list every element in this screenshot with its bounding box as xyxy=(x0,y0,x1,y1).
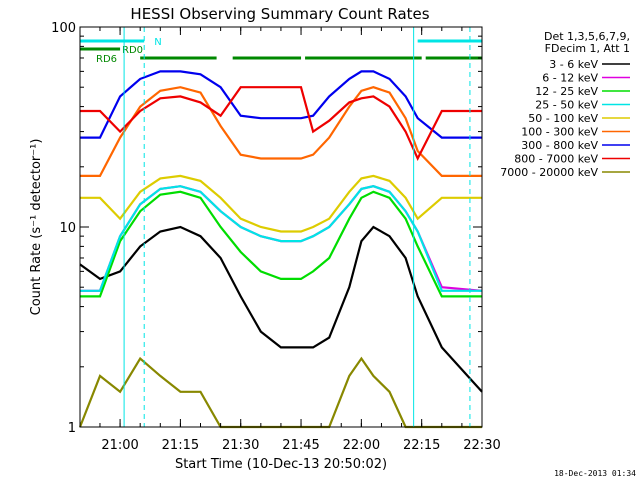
x-tick-label-1: 21:15 xyxy=(162,438,199,453)
x-tick-label-3: 21:45 xyxy=(282,438,319,453)
x-tick-label-5: 22:15 xyxy=(403,438,440,453)
flag-label-rd6: RD6 xyxy=(96,54,117,65)
x-axis-label: Start Time (10-Dec-13 20:50:02) xyxy=(175,457,387,472)
series-line-6 xyxy=(80,70,482,139)
series-line-4 xyxy=(80,174,482,233)
x-tick-label-6: 22:30 xyxy=(463,438,500,453)
legend-label-3: 25 - 50 keV xyxy=(535,99,598,112)
legend-label-2: 12 - 25 keV xyxy=(535,85,598,98)
y-axis-label: Count Rate (s⁻¹ detector⁻¹) xyxy=(29,139,44,316)
legend-label-0: 3 - 6 keV xyxy=(549,58,598,71)
legend-label-6: 300 - 800 keV xyxy=(521,139,598,152)
x-tick-label-0: 21:00 xyxy=(101,438,138,453)
series-line-2 xyxy=(80,190,482,298)
generation-timestamp: 18-Dec-2013 01:34 xyxy=(554,469,636,478)
y-tick-label-2: 100 xyxy=(51,21,76,36)
series-line-5 xyxy=(80,86,482,177)
legend-label-1: 6 - 12 keV xyxy=(542,72,598,85)
series-line-7 xyxy=(80,86,482,162)
series-line-0 xyxy=(79,225,483,393)
chart-title: HESSI Observing Summary Count Rates xyxy=(130,5,429,23)
legend: Det 1,3,5,6,7,9, FDecim 1, Att 1 3 - 6 k… xyxy=(500,30,630,179)
flag-label-rd0: RD0 xyxy=(122,45,143,56)
legend-header-line-1: Det 1,3,5,6,7,9, xyxy=(544,30,630,43)
x-tick-label-2: 21:30 xyxy=(222,438,259,453)
legend-label-4: 50 - 100 keV xyxy=(528,112,598,125)
y-tick-label-0: 1 xyxy=(68,421,76,436)
legend-label-8: 7000 - 20000 keV xyxy=(500,166,598,179)
series-line-8 xyxy=(78,356,482,429)
legend-label-7: 800 - 7000 keV xyxy=(514,153,598,166)
flag-layer: N RD0 RD6 xyxy=(80,37,482,65)
y-tick-label-1: 10 xyxy=(59,221,76,236)
vline-layer xyxy=(123,27,471,427)
x-tick-label-4: 22:00 xyxy=(343,438,380,453)
y-axis: 1 10 100 xyxy=(51,21,482,436)
x-axis: 21:00 21:15 21:30 21:45 22:00 22:15 22:30 xyxy=(99,27,501,453)
series-layer xyxy=(78,70,483,429)
legend-label-5: 100 - 300 keV xyxy=(521,126,598,139)
flag-label-n: N xyxy=(154,37,161,48)
series-line-3 xyxy=(80,185,482,292)
legend-header-line-2: FDecim 1, Att 1 xyxy=(545,42,630,55)
